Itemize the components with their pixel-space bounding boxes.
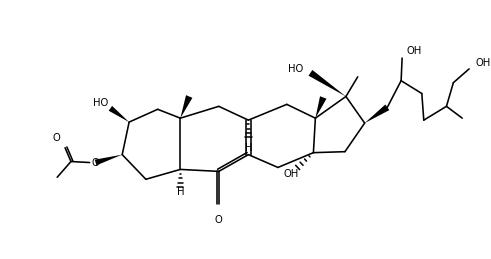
Text: HO: HO bbox=[288, 64, 303, 74]
Polygon shape bbox=[180, 95, 192, 118]
Text: H: H bbox=[177, 187, 184, 197]
Text: O: O bbox=[92, 157, 100, 168]
Polygon shape bbox=[308, 70, 346, 97]
Text: OH: OH bbox=[475, 58, 491, 68]
Text: O: O bbox=[215, 215, 222, 225]
Text: OH: OH bbox=[283, 169, 299, 179]
Polygon shape bbox=[365, 104, 389, 123]
Text: HO: HO bbox=[93, 98, 109, 108]
Text: OH: OH bbox=[406, 46, 421, 56]
Polygon shape bbox=[95, 155, 122, 165]
Polygon shape bbox=[109, 106, 129, 122]
Polygon shape bbox=[315, 96, 327, 118]
Text: H: H bbox=[245, 143, 252, 153]
Text: O: O bbox=[53, 133, 60, 143]
